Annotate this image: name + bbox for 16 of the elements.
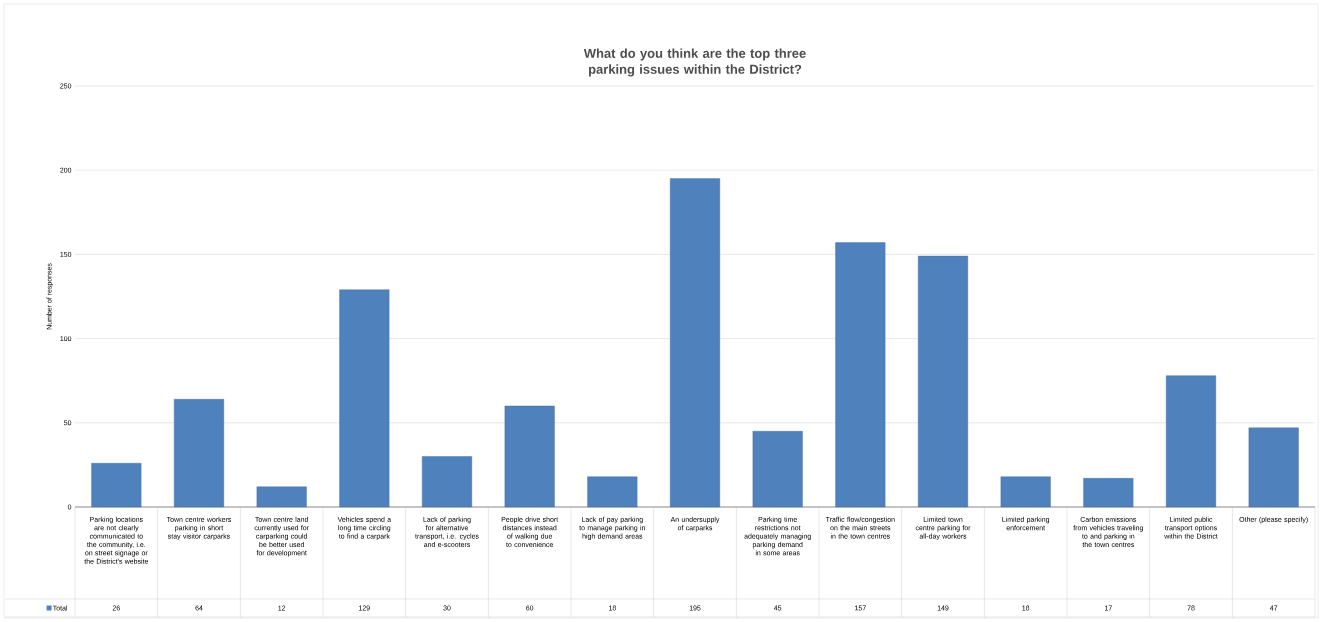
bar bbox=[256, 486, 307, 508]
bar bbox=[422, 456, 472, 508]
bar bbox=[918, 255, 968, 508]
bar bbox=[174, 399, 224, 508]
bar bbox=[1248, 427, 1299, 508]
bar bbox=[670, 178, 720, 508]
bar bbox=[835, 242, 886, 508]
bar bbox=[1000, 476, 1051, 508]
bar bbox=[752, 431, 803, 508]
bar bbox=[339, 289, 390, 508]
bar bbox=[1083, 478, 1134, 508]
bar bbox=[587, 476, 638, 508]
bar bbox=[504, 405, 555, 508]
chart-title: What do you think are the top three parking issues within the District? bbox=[583, 48, 806, 77]
bar bbox=[91, 463, 142, 508]
bar bbox=[1166, 375, 1216, 508]
